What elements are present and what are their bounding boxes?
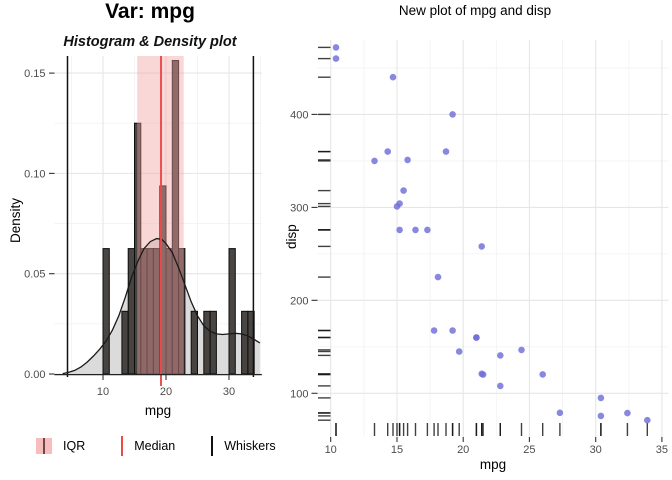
right-gridlines xyxy=(317,40,669,437)
svg-text:10: 10 xyxy=(97,386,109,398)
iqr-key-line xyxy=(43,438,45,454)
rug-marks xyxy=(318,46,648,436)
svg-text:0.10: 0.10 xyxy=(24,168,45,180)
legend: IQR Median Whiskers xyxy=(36,436,312,456)
legend-item-iqr: IQR xyxy=(36,438,85,454)
legend-item-whiskers: Whiskers xyxy=(211,436,276,456)
svg-text:30: 30 xyxy=(223,386,235,398)
scatter-points xyxy=(332,44,651,424)
legend-label-whiskers: Whiskers xyxy=(224,439,276,453)
left-x-axis-label: mpg xyxy=(144,403,172,418)
svg-text:0.15: 0.15 xyxy=(24,68,45,80)
svg-text:200: 200 xyxy=(290,295,308,307)
legend-label-iqr: IQR xyxy=(63,439,86,453)
svg-text:100: 100 xyxy=(290,388,308,400)
svg-text:20: 20 xyxy=(457,444,469,456)
right-x-axis-label: mpg xyxy=(479,457,507,472)
svg-text:300: 300 xyxy=(290,202,308,214)
svg-text:30: 30 xyxy=(590,444,602,456)
median-key-line xyxy=(121,436,124,456)
svg-text:10: 10 xyxy=(325,444,337,456)
svg-text:25: 25 xyxy=(523,444,535,456)
whiskers-key-line xyxy=(211,436,214,456)
svg-text:20: 20 xyxy=(160,386,172,398)
right-y-axis-label: disp xyxy=(284,224,299,249)
left-plot-title: Var: mpg xyxy=(105,0,195,23)
svg-text:0.00: 0.00 xyxy=(24,369,45,381)
left-y-axis-label: Density xyxy=(8,197,23,243)
left-plot-subtitle: Histogram & Density plot xyxy=(63,34,237,50)
svg-text:35: 35 xyxy=(656,444,668,456)
right-plot-title: New plot of mpg and disp xyxy=(398,3,552,18)
iqr-key-swatch xyxy=(36,438,52,454)
left-axes: 10 20 30 0.00 0.05 0.10 0.15 xyxy=(24,68,262,398)
whisker-lines xyxy=(66,56,255,377)
right-axes: 10 15 20 25 30 35 100 200 300 400 xyxy=(290,109,668,456)
svg-text:0.05: 0.05 xyxy=(24,269,45,281)
legend-label-median: Median xyxy=(134,439,176,453)
svg-text:400: 400 xyxy=(290,109,308,121)
svg-text:15: 15 xyxy=(391,444,403,456)
legend-item-median: Median xyxy=(121,436,175,456)
